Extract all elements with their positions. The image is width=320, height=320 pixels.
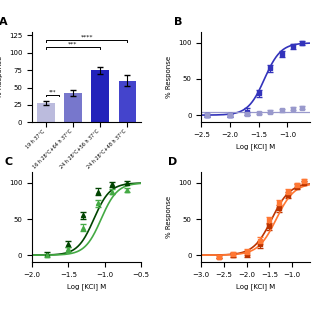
X-axis label: Log [KCl] M: Log [KCl] M <box>67 284 106 291</box>
Y-axis label: % Response: % Response <box>0 56 3 98</box>
Text: ***: *** <box>49 89 56 94</box>
Y-axis label: % Response: % Response <box>166 56 172 98</box>
Bar <box>91 70 109 122</box>
Bar <box>37 103 55 122</box>
Text: C: C <box>5 157 13 167</box>
Y-axis label: % Response: % Response <box>166 196 172 238</box>
Bar <box>118 81 136 122</box>
X-axis label: Log [KCl] M: Log [KCl] M <box>236 284 276 291</box>
Text: D: D <box>168 157 178 167</box>
Text: A: A <box>0 17 8 27</box>
Text: ***: *** <box>68 42 78 47</box>
Legend: Transfected, Untransfected: Transfected, Untransfected <box>197 204 258 223</box>
Text: B: B <box>174 17 182 27</box>
Bar <box>64 93 82 122</box>
X-axis label: Log [KCl] M: Log [KCl] M <box>236 144 276 150</box>
Text: ****: **** <box>80 35 93 40</box>
